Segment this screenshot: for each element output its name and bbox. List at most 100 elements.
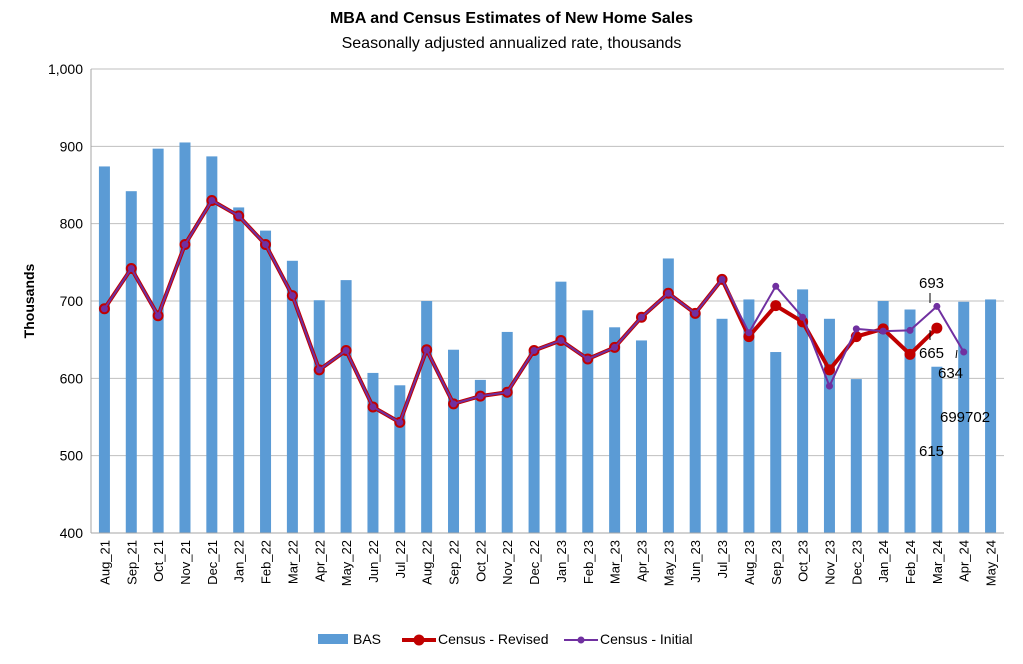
x-tick-label: May_23 xyxy=(661,540,676,586)
bar-bas xyxy=(340,280,352,533)
bar-bas xyxy=(555,281,567,533)
x-tick-label: Sep_23 xyxy=(769,540,784,585)
x-tick-label: Jan_23 xyxy=(554,540,569,583)
point-census-initial xyxy=(718,275,726,283)
chart-title: MBA and Census Estimates of New Home Sal… xyxy=(329,10,694,27)
x-tick-label: Dec_21 xyxy=(205,540,220,585)
point-census-initial xyxy=(637,313,645,321)
legend-label: BAS xyxy=(353,631,381,647)
data-label: 615 xyxy=(919,443,944,460)
bar-bas xyxy=(367,372,379,533)
point-census-initial xyxy=(396,418,404,426)
x-tick-label: Mar_24 xyxy=(930,540,945,584)
y-tick-label: 800 xyxy=(60,216,84,232)
y-axis-title: Thousands xyxy=(21,263,37,338)
point-census-initial xyxy=(933,302,941,310)
bar-bas xyxy=(582,310,594,533)
legend-label: Census - Initial xyxy=(600,631,693,647)
x-tick-label: May_22 xyxy=(339,540,354,586)
data-label: 699702 xyxy=(940,409,990,426)
x-tick-label: Aug_21 xyxy=(97,540,112,585)
bar-bas xyxy=(421,301,433,533)
x-tick-label: Nov_21 xyxy=(178,540,193,585)
point-census-initial xyxy=(100,305,108,313)
bar-bas xyxy=(98,166,110,533)
point-census-revised xyxy=(823,364,835,376)
x-tick-label: Apr_23 xyxy=(634,540,649,582)
point-census-initial xyxy=(342,346,350,354)
bar-bas xyxy=(877,301,889,533)
point-census-initial xyxy=(879,327,887,335)
point-census-revised xyxy=(931,322,943,334)
legend-swatch-bas xyxy=(318,634,348,644)
point-census-initial xyxy=(450,400,458,408)
x-tick-label: Oct_21 xyxy=(151,540,166,582)
point-census-initial xyxy=(369,403,377,411)
point-census-initial xyxy=(691,309,699,317)
bar-bas xyxy=(958,301,970,533)
bar-bas xyxy=(662,258,674,533)
x-tick-label: Apr_24 xyxy=(957,540,972,582)
bar-bas xyxy=(474,379,486,533)
x-tick-label: Apr_22 xyxy=(312,540,327,582)
point-census-initial xyxy=(611,343,619,351)
x-tick-label: Jul_22 xyxy=(393,540,408,578)
bar-bas xyxy=(850,379,862,533)
leader-line xyxy=(955,349,958,359)
point-census-initial xyxy=(530,346,538,354)
x-tick-label: Nov_23 xyxy=(822,540,837,585)
x-tick-label: Jan_24 xyxy=(876,540,891,583)
legend-marker-census-initial xyxy=(577,636,585,644)
bar-bas xyxy=(743,299,755,533)
point-census-revised xyxy=(770,300,782,312)
y-tick-label: 400 xyxy=(60,525,84,541)
point-census-initial xyxy=(262,241,270,249)
point-census-initial xyxy=(960,348,968,356)
point-census-initial xyxy=(288,292,296,300)
bar-bas xyxy=(609,327,621,533)
point-census-initial xyxy=(127,265,135,273)
point-census-initial xyxy=(476,392,484,400)
y-tick-label: 500 xyxy=(60,448,84,464)
x-tick-label: Jun_23 xyxy=(688,540,703,583)
bar-bas xyxy=(501,331,513,533)
x-tick-label: Jul_23 xyxy=(715,540,730,578)
line-census-revised xyxy=(102,198,939,425)
x-tick-label: Aug_22 xyxy=(420,540,435,585)
x-tick-label: Oct_22 xyxy=(473,540,488,582)
point-census-initial xyxy=(772,282,780,290)
bar-bas xyxy=(152,148,164,534)
point-census-initial xyxy=(423,346,431,354)
x-tick-label: Nov_22 xyxy=(500,540,515,585)
bar-bas xyxy=(448,349,460,533)
bar-bas xyxy=(904,309,916,533)
x-tick-label: Jun_22 xyxy=(366,540,381,583)
point-census-initial xyxy=(745,329,753,337)
bar-bas xyxy=(823,318,835,533)
x-tick-label: Dec_22 xyxy=(527,540,542,585)
bar-bas xyxy=(394,385,406,533)
bar-bas xyxy=(528,352,540,533)
point-census-initial xyxy=(181,241,189,249)
point-census-initial xyxy=(852,325,860,333)
x-tick-label: Feb_23 xyxy=(581,540,596,584)
legend-marker-census-revised xyxy=(413,634,425,646)
bar-bas xyxy=(313,300,325,533)
y-tick-label: 900 xyxy=(60,138,84,154)
bar-bas xyxy=(286,260,298,533)
bar-bas xyxy=(260,230,272,534)
point-census-revised xyxy=(904,348,916,360)
bar-bas xyxy=(931,366,943,533)
point-census-initial xyxy=(799,313,807,321)
point-census-initial xyxy=(584,355,592,363)
x-tick-label: Mar_22 xyxy=(285,540,300,584)
y-tick-label: 1,000 xyxy=(48,61,83,77)
bar-bas xyxy=(985,299,997,533)
point-census-initial xyxy=(208,196,216,204)
x-tick-label: Sep_22 xyxy=(447,540,462,585)
bar-bas xyxy=(689,313,701,533)
point-census-initial xyxy=(825,382,833,390)
chart-subtitle: Seasonally adjusted annualized rate, tho… xyxy=(341,35,682,52)
point-census-initial xyxy=(906,326,914,334)
point-census-initial xyxy=(315,366,323,374)
